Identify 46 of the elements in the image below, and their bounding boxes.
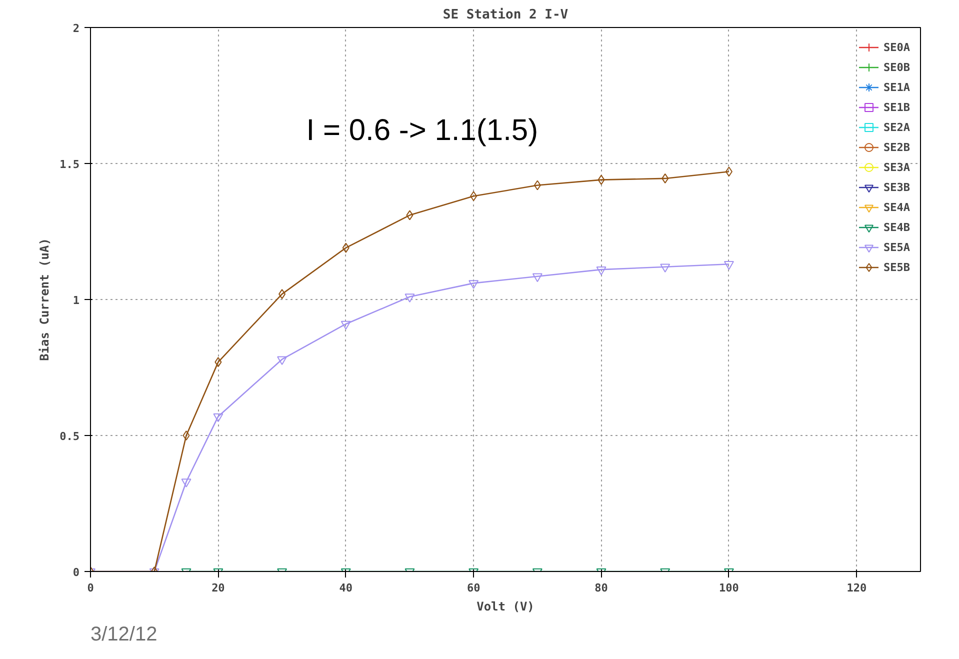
legend-label: SE0B [884, 60, 910, 74]
point [598, 174, 605, 185]
legend-label: SE3A [884, 160, 910, 174]
point [725, 166, 732, 177]
chart-title: SE Station 2 I-V [442, 8, 568, 22]
y-tick-label: 1.5 [60, 158, 80, 171]
point [404, 294, 415, 302]
legend-label: SE3B [884, 180, 910, 194]
legend-label: SE2B [884, 140, 910, 154]
y-tick-label: 2 [72, 22, 80, 35]
point [342, 242, 350, 253]
legend-label: SE2A [884, 120, 910, 134]
point [182, 430, 190, 440]
x-tick-label: 120 [846, 582, 867, 594]
x-tick-label: 60 [466, 582, 480, 594]
x-tick-label: 40 [339, 582, 353, 594]
point [406, 210, 414, 220]
y-tick-label: 0 [72, 566, 80, 579]
x-tick-label: 20 [212, 582, 225, 594]
legend-label: SE1A [884, 80, 910, 94]
point [532, 273, 542, 282]
legend-label: SE1B [884, 100, 910, 114]
point [214, 357, 222, 368]
text: 3/12/12 [90, 624, 158, 646]
legend-label: SE4A [884, 200, 910, 214]
y-axis-title: Bias Current (uA) [38, 238, 52, 361]
annotation: I = 0.6 -> 1.1(1.5) [306, 114, 538, 148]
legend-label: SE5A [884, 240, 910, 254]
legend-label: SE0A [884, 40, 910, 54]
y-tick-label: 0.5 [60, 430, 80, 443]
legend-label: SE4B [884, 220, 910, 234]
point [534, 180, 541, 190]
point [596, 266, 606, 276]
point [724, 261, 734, 270]
point [340, 320, 351, 330]
point [662, 173, 669, 184]
x-tick-label: 0 [87, 582, 94, 594]
x-tick-label: 100 [719, 582, 739, 594]
point [468, 280, 479, 289]
point [278, 289, 286, 300]
y-tick-label: 1 [72, 294, 80, 307]
point [470, 191, 478, 202]
x-tick-label: 80 [594, 582, 608, 594]
x-axis-title: Volt (V) [476, 600, 534, 614]
point [660, 264, 670, 273]
legend-label: SE5B [884, 260, 910, 274]
